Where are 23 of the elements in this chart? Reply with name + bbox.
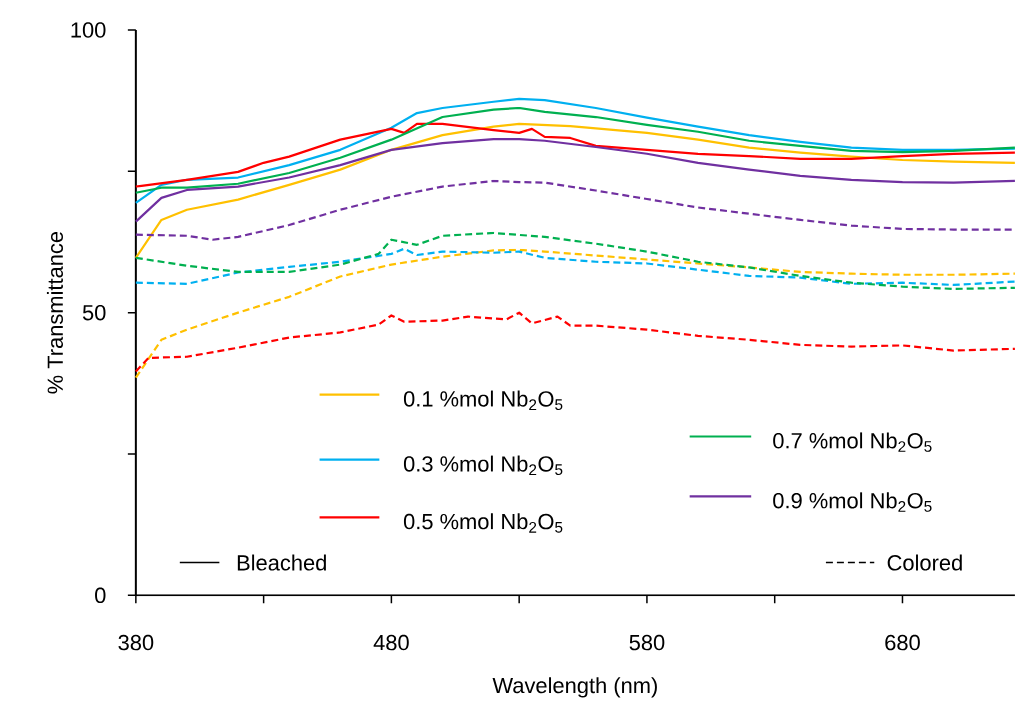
x-tick-label: 480 xyxy=(373,634,409,651)
x-tick-label: 380 xyxy=(118,634,154,651)
y-tick-label: 0 xyxy=(95,587,106,603)
line-series xyxy=(134,106,1016,194)
legend-label: 0.7 %mol Nb$_{2}$O$_{5}$ xyxy=(773,432,932,452)
line-series xyxy=(134,122,1016,188)
annotation: Bleached xyxy=(237,554,326,571)
y-tick-label: 50 xyxy=(82,304,106,321)
legend-label: 0.5 %mol Nb$_{2}$O$_{5}$ xyxy=(403,513,563,533)
x-tick-label: 580 xyxy=(629,634,665,651)
line-series xyxy=(134,122,1016,259)
legend-label: 0.1 %mol Nb$_{2}$O$_{5}$ xyxy=(403,390,563,410)
line-series xyxy=(134,137,1016,223)
legend-label: 0.9 %mol Nb$_{2}$O$_{5}$ xyxy=(773,492,932,512)
line-series xyxy=(134,231,1016,290)
x-tick-label: 680 xyxy=(885,634,920,651)
line-series xyxy=(134,311,1016,373)
legend-label: 0.3 %mol Nb$_{2}$O$_{5}$ xyxy=(403,455,563,475)
x-axis-title: Wavelength (nm) xyxy=(492,677,657,698)
y-axis-title: % Transmittance xyxy=(46,231,64,394)
y-tick-label: 100 xyxy=(71,22,106,38)
annotation: Colored xyxy=(887,554,962,571)
line-series xyxy=(134,97,1016,204)
